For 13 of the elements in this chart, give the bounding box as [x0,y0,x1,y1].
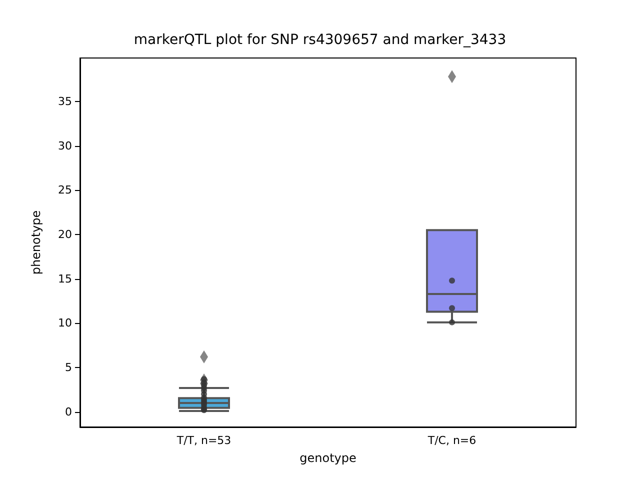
y-tick-label: 0 [65,405,72,418]
y-tick-label: 5 [65,361,72,374]
x-axis-title: genotype [300,451,356,465]
y-tick-label: 25 [58,184,72,197]
y-tick-label: 15 [58,272,72,286]
chart-title: markerQTL plot for SNP rs4309657 and marker_3433 [134,32,506,48]
x-tick-label: T/T, n=53 [176,434,232,447]
y-tick-label: 35 [58,94,72,108]
x-tick-label: T/C, n=6 [426,434,476,447]
y-tick-label: 20 [58,228,72,242]
y-tick-label: 10 [58,316,72,330]
y-axis-title: phenotype [29,210,43,275]
y-tick-label: 30 [58,139,72,152]
